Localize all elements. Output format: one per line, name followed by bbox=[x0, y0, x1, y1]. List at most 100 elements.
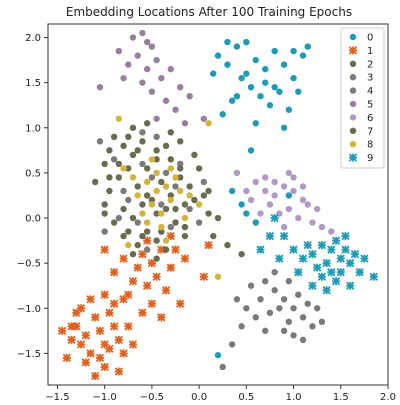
point-class-0 bbox=[285, 106, 293, 113]
point-class-2 bbox=[125, 165, 132, 172]
point-class-9 bbox=[350, 250, 360, 259]
point-class-3 bbox=[257, 296, 264, 303]
point-class-3 bbox=[238, 323, 245, 330]
point-class-9 bbox=[369, 272, 378, 281]
point-class-9 bbox=[346, 259, 355, 268]
point-class-9 bbox=[331, 236, 341, 245]
legend-entry-2: 2 bbox=[349, 59, 373, 70]
point-class-2 bbox=[162, 246, 170, 253]
point-class-8 bbox=[172, 174, 179, 181]
point-class-9 bbox=[322, 259, 331, 268]
point-class-8 bbox=[195, 201, 203, 208]
point-class-4 bbox=[139, 160, 146, 168]
point-class-1 bbox=[114, 367, 123, 376]
point-class-9 bbox=[331, 277, 341, 286]
point-class-6 bbox=[266, 201, 274, 208]
legend-label: 5 bbox=[367, 100, 373, 111]
point-class-1 bbox=[157, 245, 166, 254]
point-class-8 bbox=[205, 120, 212, 127]
point-class-9 bbox=[294, 268, 303, 277]
point-class-1 bbox=[109, 322, 119, 331]
point-class-1 bbox=[67, 335, 76, 345]
point-class-0 bbox=[238, 74, 245, 82]
point-class-3 bbox=[304, 300, 311, 307]
legend-box bbox=[340, 27, 385, 169]
point-class-5 bbox=[186, 93, 193, 100]
point-class-2 bbox=[106, 187, 113, 195]
legend-entry-6: 6 bbox=[349, 113, 373, 124]
series-6 bbox=[233, 169, 335, 235]
point-class-2 bbox=[92, 178, 99, 186]
point-class-8 bbox=[125, 241, 132, 249]
point-class-2 bbox=[129, 151, 137, 159]
point-class-6 bbox=[262, 174, 269, 181]
point-class-6 bbox=[285, 169, 293, 177]
point-class-3 bbox=[290, 332, 297, 339]
point-class-1 bbox=[95, 353, 105, 363]
point-class-1 bbox=[62, 353, 72, 363]
point-class-1 bbox=[157, 313, 166, 322]
point-class-6 bbox=[313, 205, 321, 213]
point-class-3 bbox=[295, 291, 302, 298]
point-class-6 bbox=[290, 187, 297, 195]
point-class-2 bbox=[101, 160, 108, 168]
point-class-4 bbox=[158, 201, 165, 208]
point-class-7 bbox=[139, 232, 146, 240]
point-class-6 bbox=[318, 223, 326, 231]
y-tick-label: −0.5 bbox=[17, 259, 41, 270]
legend-marker bbox=[349, 74, 357, 81]
point-class-2 bbox=[205, 210, 212, 217]
point-class-9 bbox=[308, 281, 317, 290]
point-class-7 bbox=[129, 250, 137, 258]
point-class-4 bbox=[186, 205, 193, 213]
point-class-6 bbox=[243, 187, 250, 195]
point-class-6 bbox=[252, 178, 259, 186]
point-class-7 bbox=[153, 156, 160, 163]
point-class-0 bbox=[228, 97, 236, 104]
point-class-3 bbox=[313, 305, 321, 312]
y-tick-label: −1.5 bbox=[17, 349, 41, 360]
legend-marker bbox=[349, 87, 357, 94]
legend-label: 7 bbox=[367, 126, 373, 137]
x-tick-label: −0.5 bbox=[140, 392, 164, 403]
point-class-8 bbox=[158, 210, 165, 217]
x-tick-label: 1.5 bbox=[333, 392, 349, 403]
point-class-7 bbox=[143, 192, 151, 199]
point-class-8 bbox=[162, 237, 170, 244]
legend-label: 6 bbox=[367, 113, 373, 124]
point-class-9 bbox=[355, 268, 364, 277]
point-class-2 bbox=[153, 210, 160, 217]
point-class-1 bbox=[91, 313, 100, 322]
point-class-1 bbox=[176, 299, 185, 308]
point-class-2 bbox=[167, 156, 174, 163]
point-class-2 bbox=[153, 237, 160, 244]
point-class-3 bbox=[247, 282, 255, 289]
point-class-1 bbox=[128, 277, 138, 286]
point-class-1 bbox=[105, 344, 114, 354]
point-class-1 bbox=[81, 358, 90, 367]
point-class-5 bbox=[143, 65, 151, 73]
point-class-6 bbox=[285, 205, 293, 213]
series-9 bbox=[256, 213, 378, 295]
point-class-1 bbox=[171, 245, 180, 254]
point-class-1 bbox=[166, 231, 175, 241]
point-class-9 bbox=[360, 254, 369, 263]
point-class-6 bbox=[290, 174, 297, 181]
point-class-3 bbox=[290, 305, 297, 312]
point-class-4 bbox=[110, 156, 118, 163]
point-class-1 bbox=[100, 245, 109, 254]
point-class-1 bbox=[143, 236, 152, 245]
point-class-4 bbox=[195, 219, 203, 226]
point-class-2 bbox=[110, 219, 118, 226]
x-tick-label: 0.0 bbox=[191, 392, 207, 403]
point-class-7 bbox=[153, 255, 160, 262]
point-class-2 bbox=[120, 142, 127, 150]
point-class-3 bbox=[271, 287, 278, 294]
point-class-0 bbox=[257, 93, 264, 100]
legend-label: 2 bbox=[367, 59, 373, 70]
point-class-3 bbox=[285, 318, 293, 326]
point-class-7 bbox=[172, 205, 179, 213]
point-class-4 bbox=[120, 187, 127, 195]
legend-entry-3: 3 bbox=[349, 73, 373, 84]
